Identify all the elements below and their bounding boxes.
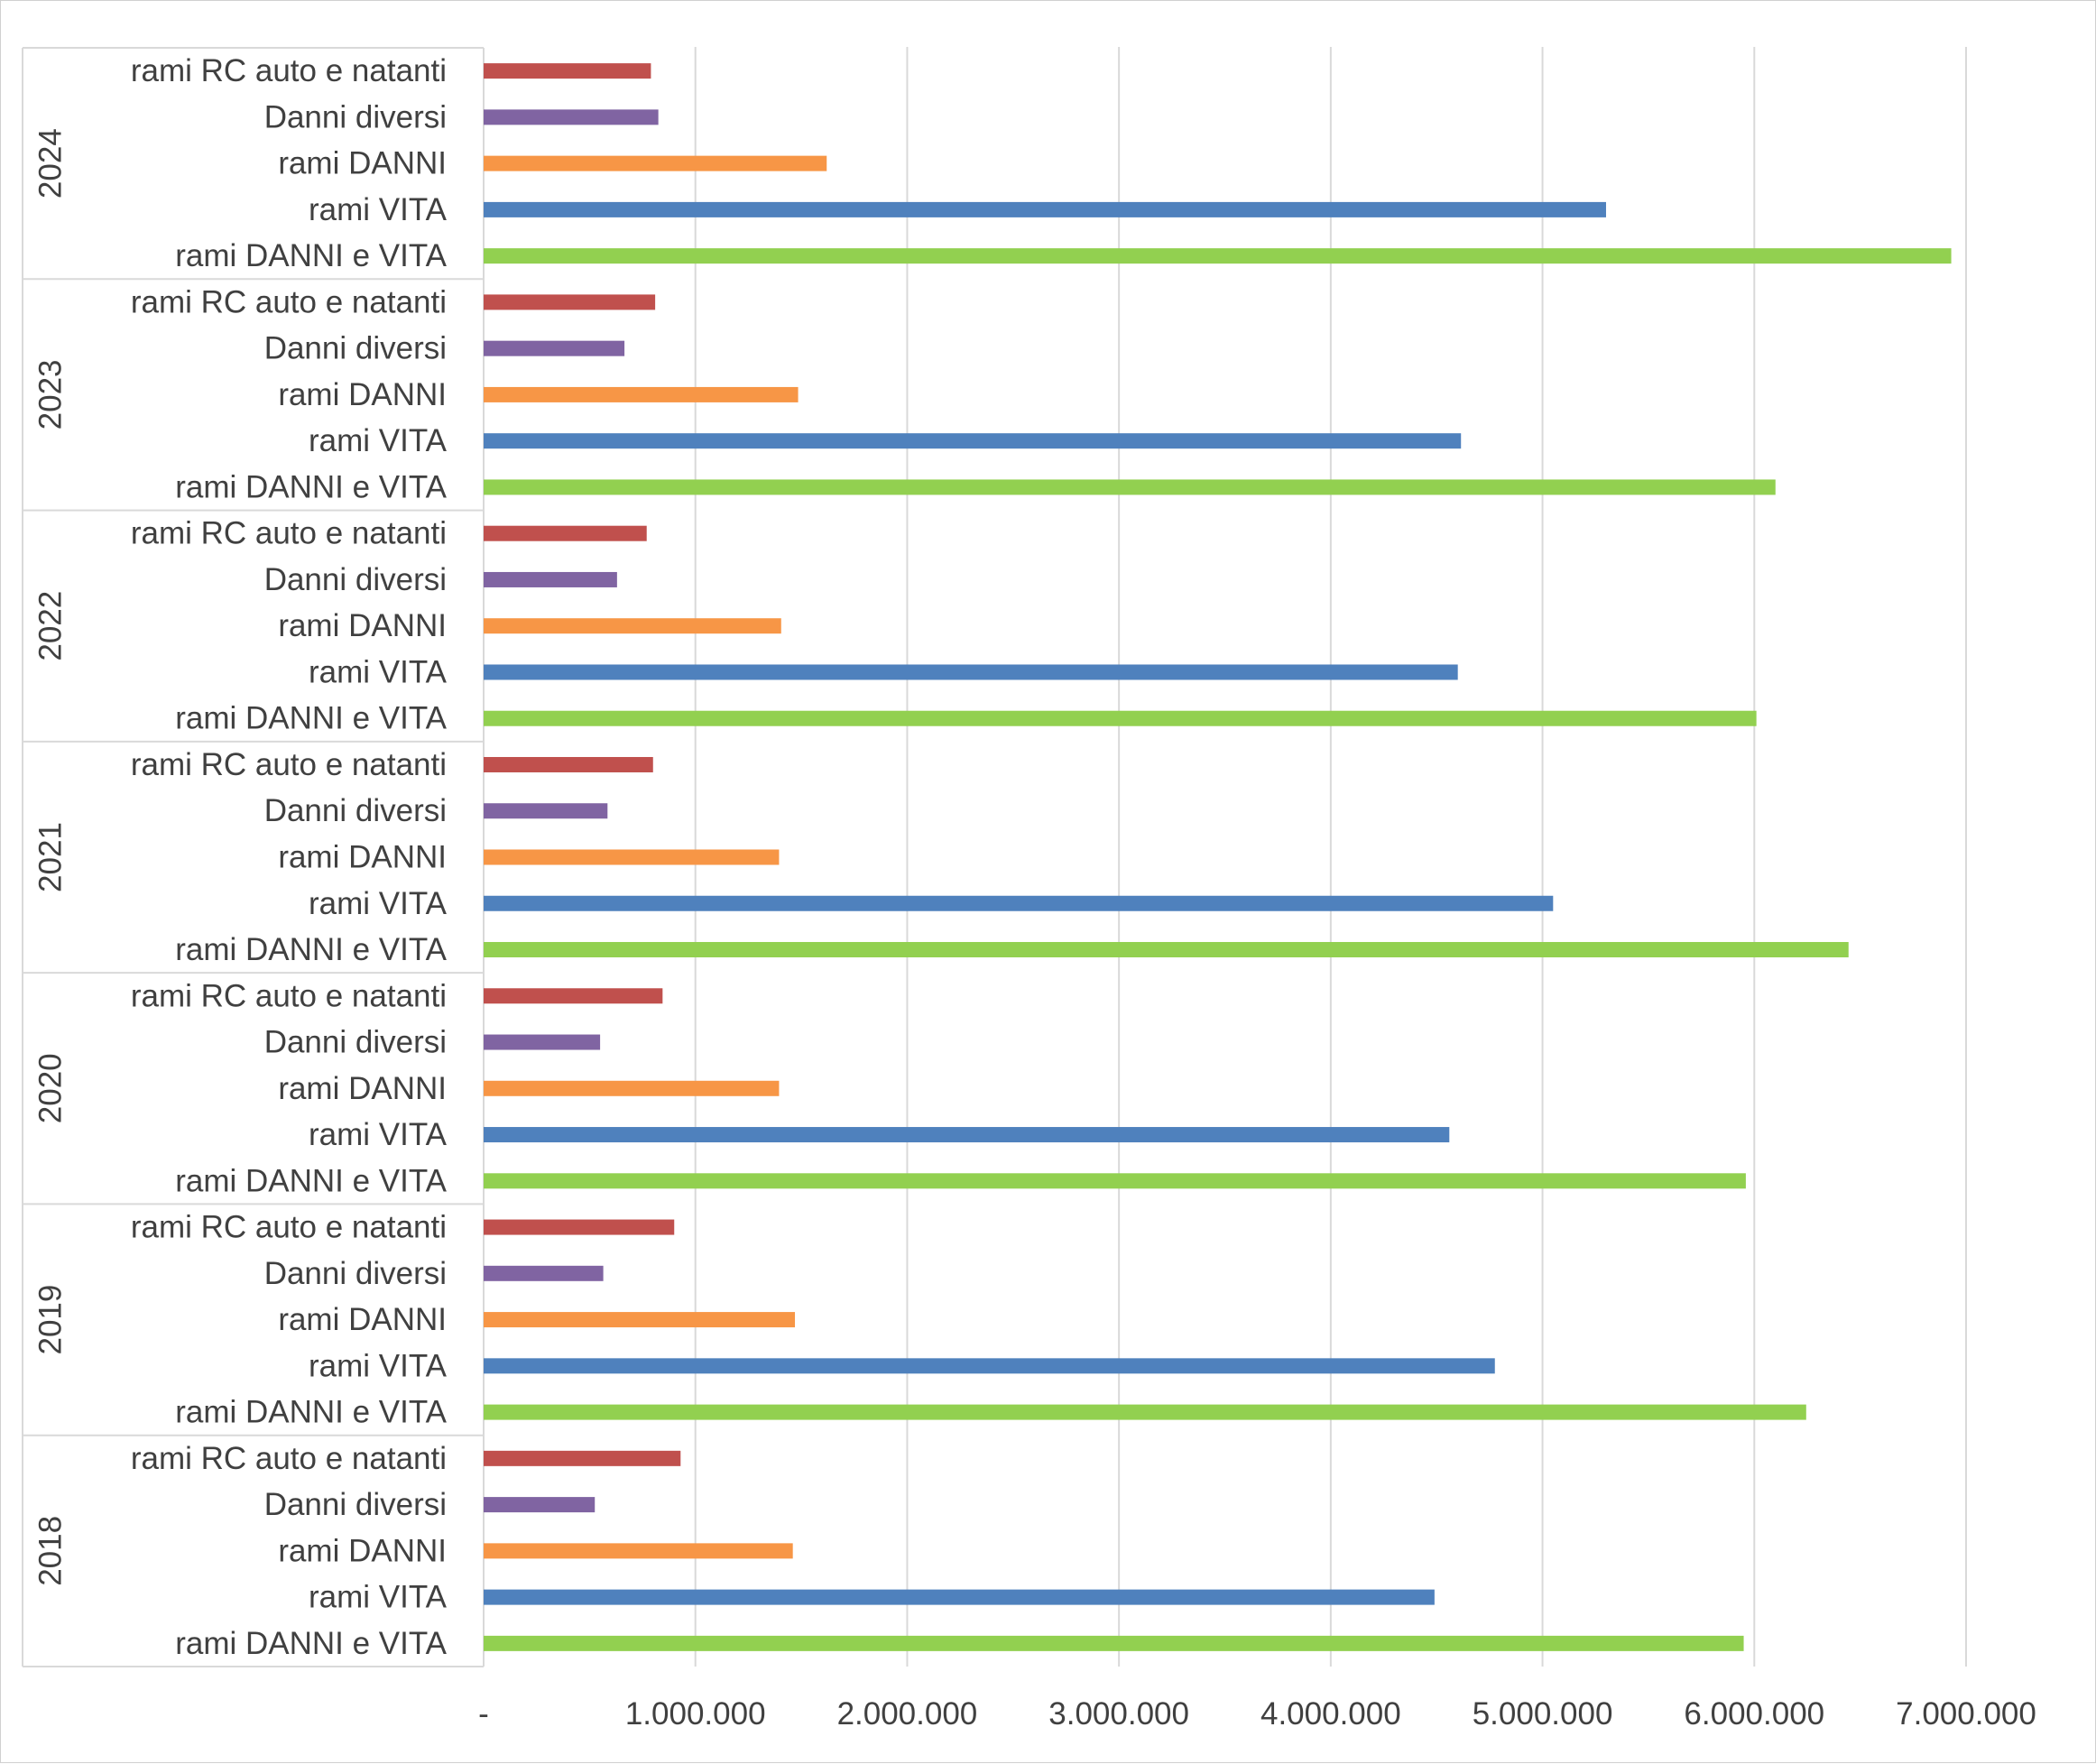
- bar: [484, 571, 617, 587]
- category-label: Danni diversi: [264, 1487, 447, 1522]
- category-label: rami VITA: [309, 1580, 448, 1615]
- x-tick-label: 2.000.000: [837, 1696, 978, 1732]
- bar: [484, 1080, 780, 1096]
- category-label: rami DANNI e VITA: [175, 1626, 447, 1661]
- bar: [484, 710, 1757, 726]
- category-label: Danni diversi: [264, 99, 447, 134]
- bar: [484, 895, 1554, 911]
- category-label: rami RC auto e natanti: [131, 284, 447, 319]
- category-label: rami DANNI: [278, 1533, 447, 1568]
- x-tick-label: 1.000.000: [625, 1696, 766, 1732]
- category-label: rami DANNI e VITA: [175, 469, 447, 504]
- bar: [484, 618, 781, 634]
- category-label: Danni diversi: [264, 1025, 447, 1060]
- bar: [484, 386, 799, 402]
- bar: [484, 479, 1776, 495]
- bars: [484, 63, 1952, 1651]
- bar: [484, 1173, 1746, 1189]
- category-label: rami VITA: [309, 1117, 448, 1152]
- bar: [484, 1543, 793, 1559]
- category-label: rami DANNI: [278, 1302, 447, 1337]
- category-label: rami VITA: [309, 192, 448, 227]
- bar: [484, 294, 656, 310]
- category-label: rami VITA: [309, 1348, 448, 1383]
- bar: [484, 433, 1462, 449]
- category-label: rami VITA: [309, 654, 448, 689]
- bar: [484, 1265, 604, 1281]
- bar: [484, 1034, 601, 1050]
- bar: [484, 1219, 675, 1235]
- x-tick-labels: - 1.000.000 2.000.000 3.000.000 4.000.000 5.0…: [478, 1696, 2036, 1732]
- bar: [484, 525, 647, 541]
- category-label: rami RC auto e natanti: [131, 1210, 447, 1245]
- category-label: rami RC auto e natanti: [131, 53, 447, 88]
- bar: [484, 155, 827, 171]
- x-tick-label: -: [478, 1696, 489, 1732]
- bar: [484, 63, 651, 79]
- bar: [484, 849, 780, 865]
- category-label: rami DANNI e VITA: [175, 1163, 447, 1198]
- category-label: rami RC auto e natanti: [131, 516, 447, 551]
- bar: [484, 1127, 1450, 1143]
- bar: [484, 1312, 796, 1328]
- bar: [484, 109, 659, 125]
- bar: [484, 1358, 1495, 1374]
- year-label: 2023: [33, 359, 69, 429]
- category-label: Danni diversi: [264, 331, 447, 366]
- category-label: rami VITA: [309, 886, 448, 921]
- bar: [484, 1497, 596, 1513]
- x-tick-label: 4.000.000: [1260, 1696, 1401, 1732]
- category-label: rami DANNI e VITA: [175, 238, 447, 273]
- category-label: rami DANNI: [278, 146, 447, 181]
- bar: [484, 988, 663, 1004]
- x-tick-label: 3.000.000: [1048, 1696, 1189, 1732]
- year-label: 2024: [33, 128, 69, 199]
- x-tick-label: 5.000.000: [1473, 1696, 1613, 1732]
- category-label: rami RC auto e natanti: [131, 1441, 447, 1476]
- category-label: rami DANNI e VITA: [175, 932, 447, 967]
- category-label: rami VITA: [309, 423, 448, 458]
- category-label: rami RC auto e natanti: [131, 747, 447, 782]
- category-label: rami DANNI: [278, 377, 447, 412]
- category-label: rami DANNI e VITA: [175, 1395, 447, 1430]
- bar: [484, 248, 1952, 264]
- category-labels: 2024 rami RC auto e natanti Danni diversi r…: [33, 53, 448, 1661]
- bar: [484, 201, 1606, 217]
- bar: [484, 1635, 1744, 1651]
- bar: [484, 1404, 1806, 1420]
- x-tick-label: 7.000.000: [1896, 1696, 2036, 1732]
- bar: [484, 340, 625, 356]
- year-label: 2020: [33, 1053, 69, 1123]
- category-label: rami RC auto e natanti: [131, 978, 447, 1013]
- bar: [484, 1589, 1435, 1605]
- year-label: 2021: [33, 822, 69, 892]
- category-label: rami DANNI: [278, 840, 447, 875]
- year-label: 2018: [33, 1516, 69, 1586]
- gridlines: [694, 47, 1967, 1667]
- bar: [484, 803, 608, 819]
- category-label: rami DANNI: [278, 1071, 447, 1106]
- bar: [484, 756, 653, 772]
- category-label: Danni diversi: [264, 562, 447, 597]
- x-tick-label: 6.000.000: [1684, 1696, 1824, 1732]
- bar: [484, 942, 1849, 958]
- bar: [484, 1450, 681, 1466]
- category-label: Danni diversi: [264, 1256, 447, 1291]
- year-label: 2022: [33, 591, 69, 661]
- category-label: rami DANNI: [278, 608, 447, 643]
- category-label: rami DANNI e VITA: [175, 701, 447, 736]
- bar: [484, 664, 1458, 680]
- category-axis: [22, 47, 485, 1667]
- category-label: Danni diversi: [264, 793, 447, 828]
- year-label: 2019: [33, 1285, 69, 1355]
